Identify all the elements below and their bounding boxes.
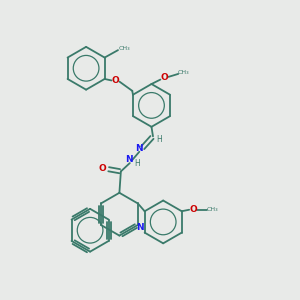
- Text: N: N: [135, 144, 142, 153]
- Text: H: H: [157, 135, 162, 144]
- Text: O: O: [160, 73, 168, 82]
- Text: CH₃: CH₃: [119, 46, 131, 51]
- Text: O: O: [99, 164, 106, 173]
- Text: N: N: [125, 155, 133, 164]
- Text: N: N: [136, 223, 144, 232]
- Text: H: H: [135, 159, 140, 168]
- Text: O: O: [112, 76, 119, 85]
- Text: O: O: [189, 205, 197, 214]
- Text: CH₃: CH₃: [207, 207, 218, 212]
- Text: CH₃: CH₃: [178, 70, 189, 75]
